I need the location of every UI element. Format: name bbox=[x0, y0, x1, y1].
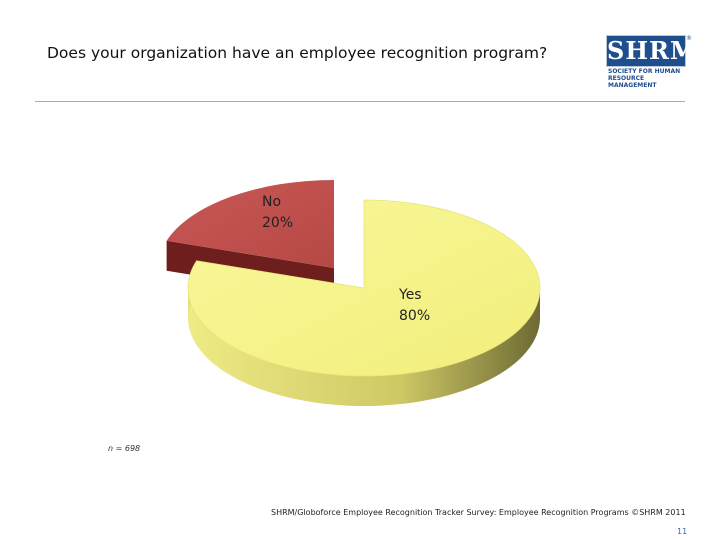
page-number: 11 bbox=[677, 527, 688, 536]
logo-tagline-line1: SOCIETY FOR HUMAN bbox=[608, 68, 681, 75]
yes-label-name: Yes bbox=[398, 287, 422, 303]
title-divider bbox=[35, 101, 685, 102]
yes-label-value: 80% bbox=[399, 308, 430, 324]
logo-box: SHRM bbox=[606, 35, 698, 67]
shrm-logo: SHRM ® SOCIETY FOR HUMAN RESOURCE MANAGE… bbox=[606, 35, 698, 89]
source-citation: SHRM/Globoforce Employee Recognition Tra… bbox=[271, 508, 686, 517]
yes-slice-top bbox=[187, 199, 541, 377]
sample-size-note: n = 698 bbox=[108, 444, 141, 453]
no-label-value: 20% bbox=[262, 215, 293, 231]
yes-slice-side-wall bbox=[188, 288, 540, 406]
logo-wordmark: SHRM bbox=[607, 36, 698, 65]
logo-tagline: SOCIETY FOR HUMAN RESOURCE MANAGEMENT bbox=[608, 68, 690, 89]
logo-tagline-line2: RESOURCE MANAGEMENT bbox=[608, 75, 657, 89]
no-label-name: No bbox=[262, 194, 281, 210]
no-slice-top bbox=[166, 180, 334, 268]
slide-title: Does your organization have an employee … bbox=[47, 44, 548, 62]
logo-registered-mark: ® bbox=[686, 35, 692, 42]
